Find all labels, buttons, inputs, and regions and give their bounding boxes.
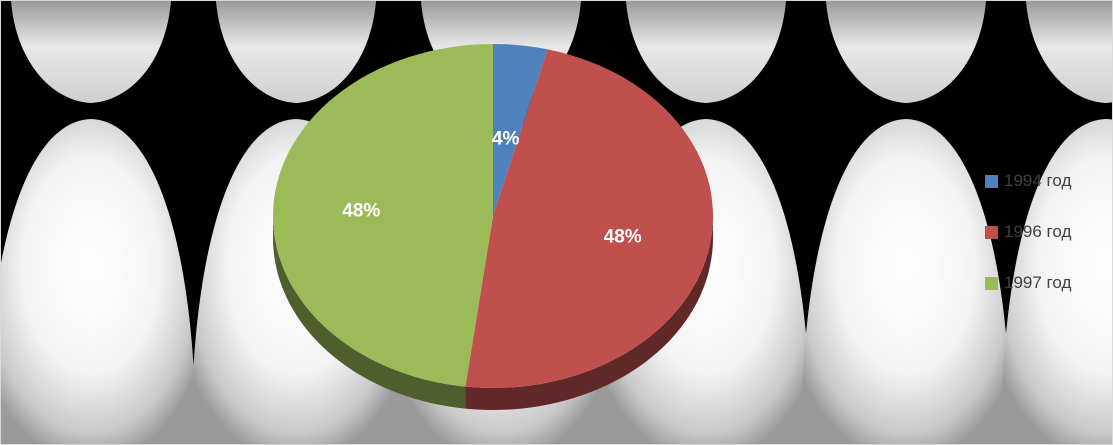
background-egg-top bbox=[1026, 1, 1112, 103]
legend-label-1996: 1996 год bbox=[1004, 222, 1072, 241]
background-egg-bottom bbox=[801, 119, 1011, 444]
legend-swatch-1994 bbox=[985, 174, 998, 188]
background-egg-top bbox=[626, 1, 786, 103]
pie-data-label-1: 48% bbox=[604, 226, 642, 247]
background-egg-top bbox=[216, 1, 376, 103]
pie-data-label-0: 4% bbox=[492, 129, 520, 150]
pie-slice-side-1 bbox=[465, 216, 713, 410]
pie-slice-2 bbox=[273, 44, 493, 387]
legend-item-1997: 1997 год bbox=[985, 271, 1112, 295]
background-egg-bottom bbox=[1001, 119, 1112, 444]
pie-slice-0 bbox=[493, 44, 548, 216]
pie-slice-side-2 bbox=[273, 216, 466, 409]
background-egg-bottom bbox=[1, 119, 196, 444]
legend-swatch-1997 bbox=[985, 276, 998, 290]
pie-data-label-2: 48% bbox=[342, 201, 380, 222]
legend-item-1996: 1996 год bbox=[985, 220, 1112, 244]
pie-slice-1 bbox=[465, 49, 713, 389]
legend-item-1994: 1994 год bbox=[985, 169, 1112, 193]
legend-swatch-1996 bbox=[985, 225, 998, 239]
legend-label-1997: 1997 год bbox=[1004, 273, 1072, 292]
legend-label-1994: 1994 год bbox=[1004, 171, 1072, 190]
background-egg-top bbox=[11, 1, 171, 103]
background-egg-top bbox=[826, 1, 986, 103]
legend: 1994 год 1996 год 1997 год bbox=[985, 169, 1112, 322]
